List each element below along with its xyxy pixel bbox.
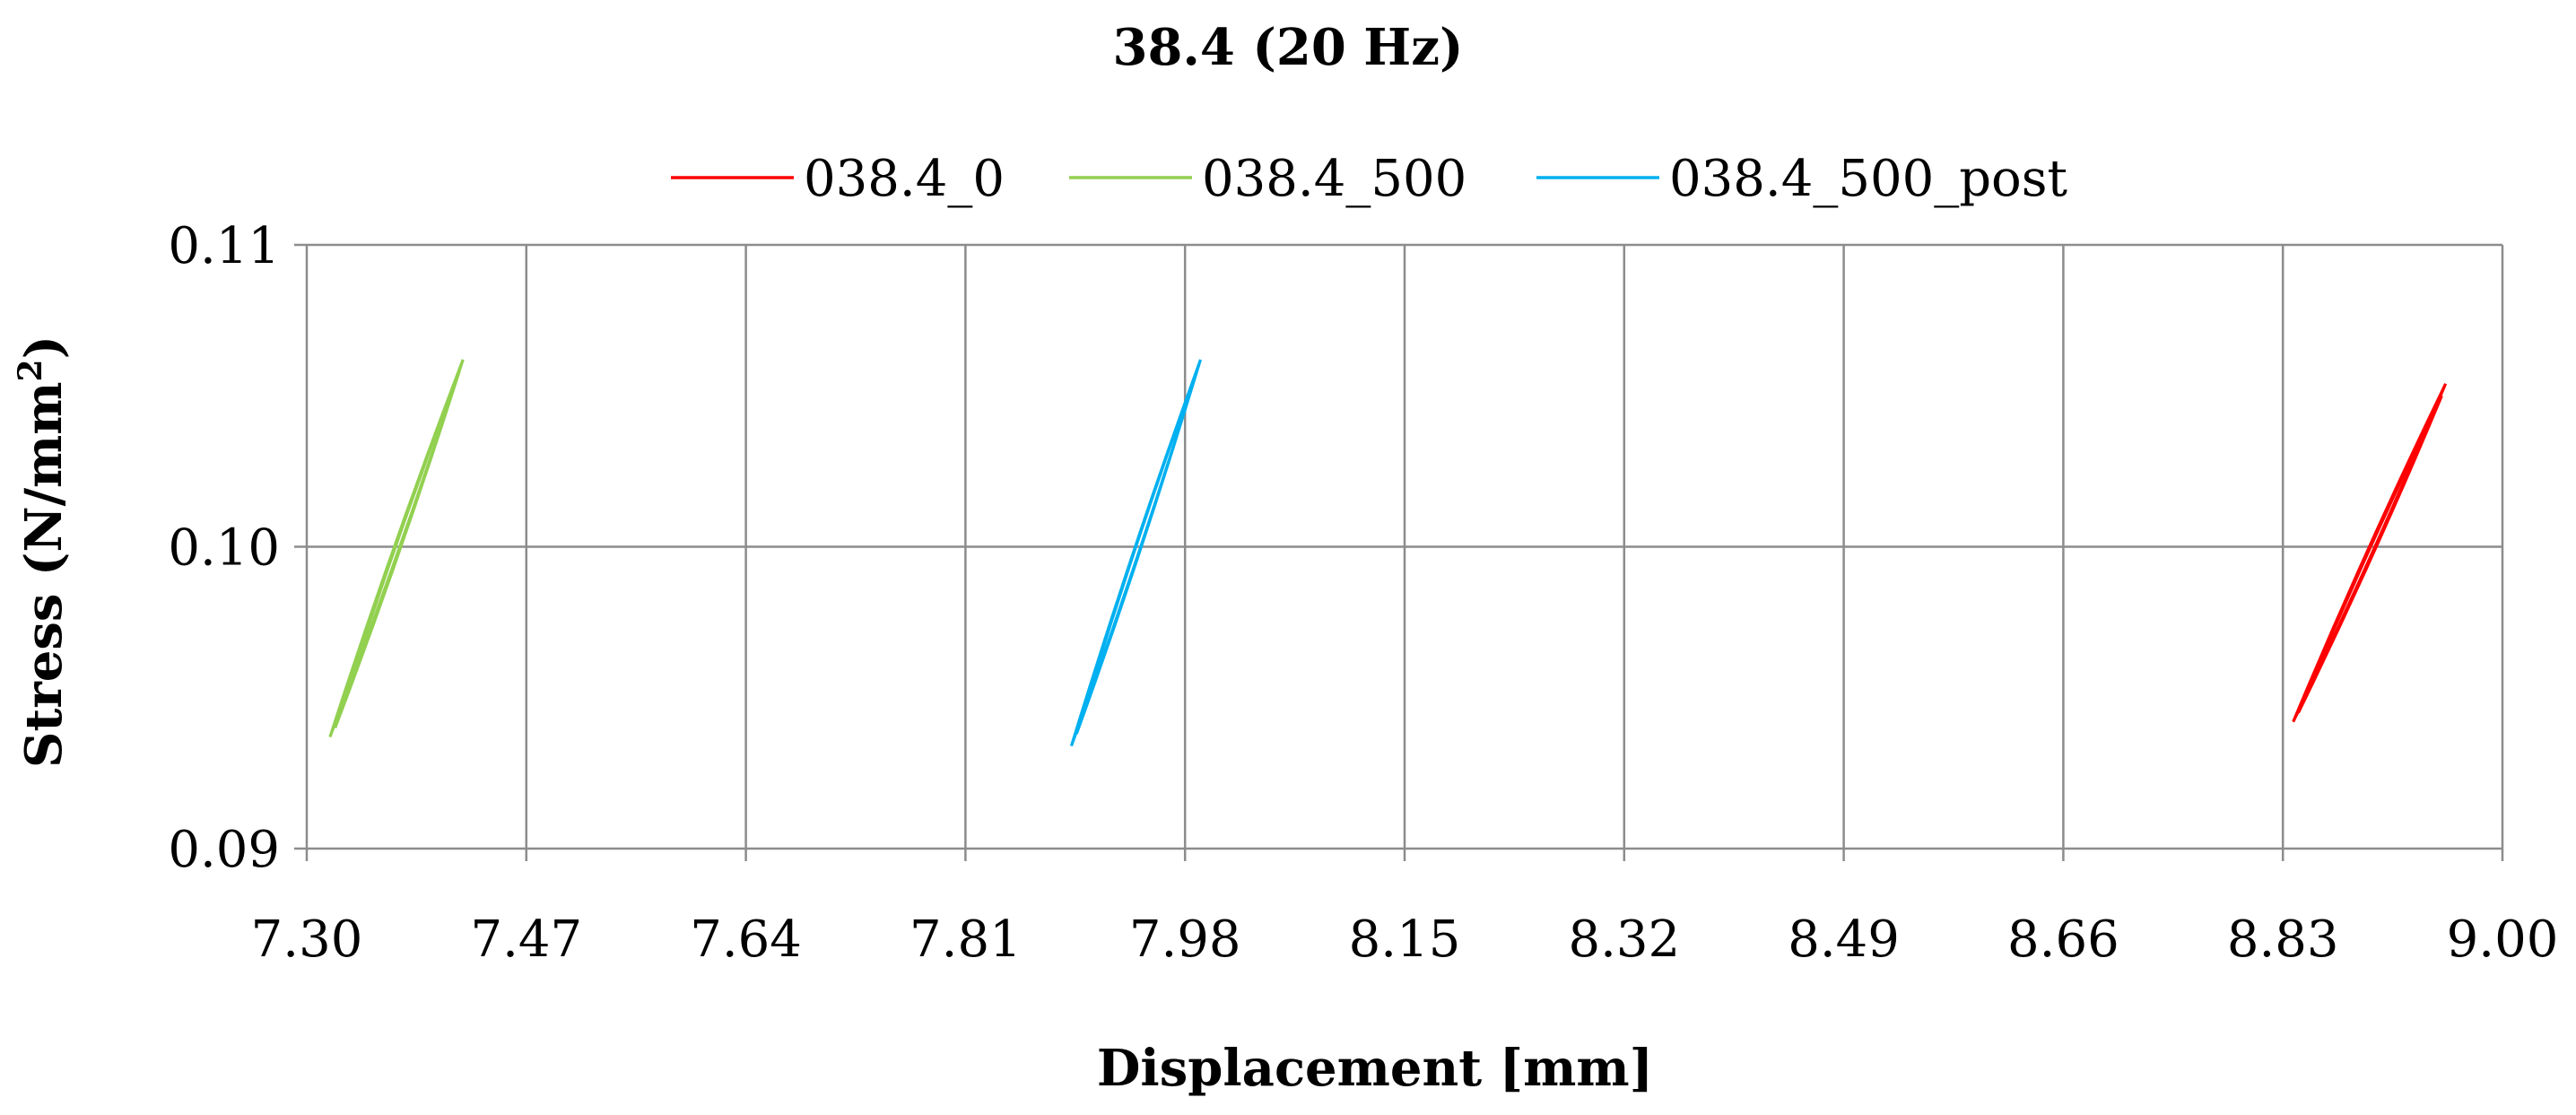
- x-tick-label: 7.47: [470, 910, 582, 969]
- legend-label: 038.4_0: [804, 150, 1005, 208]
- hysteresis-loop: [2297, 395, 2443, 714]
- x-axis-ticks: 7.30 7.47 7.64 7.81 7.98 8.15 8.32 8.49 8.66 8.83…: [251, 910, 2559, 969]
- legend: 038.4_0 038.4_500 038.4_500_post: [671, 150, 2068, 208]
- hysteresis-loop: [1075, 370, 1198, 735]
- series-038-4-0: [2292, 383, 2448, 723]
- y-axis-title-main: Stress (N/mm: [14, 381, 74, 768]
- y-axis-title-close: ): [14, 335, 74, 360]
- plot-area: [328, 359, 2448, 747]
- hysteresis-loop: [334, 370, 461, 728]
- x-tick-label: 7.64: [690, 910, 802, 969]
- x-tick-label: 8.66: [2007, 910, 2119, 969]
- x-tick-label: 7.98: [1129, 910, 1241, 969]
- series-038-4-500: [328, 359, 465, 738]
- y-axis-ticks: 0.09 0.10 0.11: [168, 217, 280, 879]
- legend-label: 038.4_500: [1202, 150, 1466, 208]
- x-tick-label: 8.49: [1788, 910, 1900, 969]
- x-axis-title: Displacement [mm]: [1097, 1039, 1653, 1098]
- y-tick-label: 0.10: [168, 519, 280, 578]
- x-tick-label: 8.15: [1349, 910, 1461, 969]
- x-tick-label: 8.32: [1568, 910, 1680, 969]
- y-tick-label: 0.11: [168, 217, 280, 275]
- grid: [294, 243, 2504, 861]
- y-tick-label: 0.09: [168, 821, 280, 879]
- x-tick-label: 8.83: [2227, 910, 2339, 969]
- x-tick-label: 9.00: [2447, 910, 2559, 969]
- y-axis-title-sup: 2: [12, 359, 49, 381]
- series-038-4-500-post: [1069, 359, 1203, 747]
- x-tick-label: 7.30: [251, 910, 363, 969]
- x-tick-label: 7.81: [909, 910, 1022, 969]
- legend-label: 038.4_500_post: [1669, 150, 2068, 208]
- y-axis-title: Stress (N/mm2): [12, 335, 74, 768]
- chart-title: 38.4 (20 Hz): [1112, 18, 1463, 77]
